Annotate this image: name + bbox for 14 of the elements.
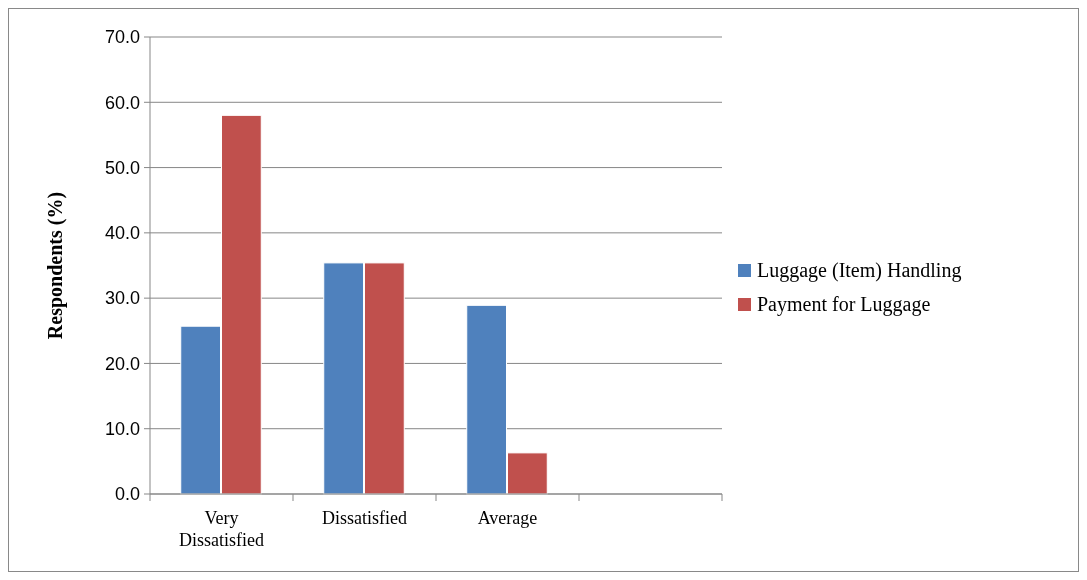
- y-tick-label: 30.0: [104, 288, 140, 309]
- y-tick-label: 40.0: [104, 223, 140, 244]
- y-tick-label: 20.0: [104, 353, 140, 374]
- legend-label: Payment for Luggage: [757, 293, 931, 316]
- y-tick-label: 70.0: [104, 27, 140, 48]
- x-tick-label: Very Dissatisfied: [179, 508, 264, 550]
- y-tick-label: 0.0: [114, 484, 140, 505]
- x-tick-label: Dissatisfied: [322, 508, 407, 528]
- y-tick-label: 10.0: [104, 419, 140, 440]
- legend-label: Luggage (Item) Handling: [757, 259, 962, 282]
- x-tick-label: Average: [477, 508, 538, 528]
- y-tick-label: 50.0: [104, 157, 140, 178]
- y-tick-label: 60.0: [104, 92, 140, 113]
- y-axis-title: Respondents (%): [44, 191, 67, 340]
